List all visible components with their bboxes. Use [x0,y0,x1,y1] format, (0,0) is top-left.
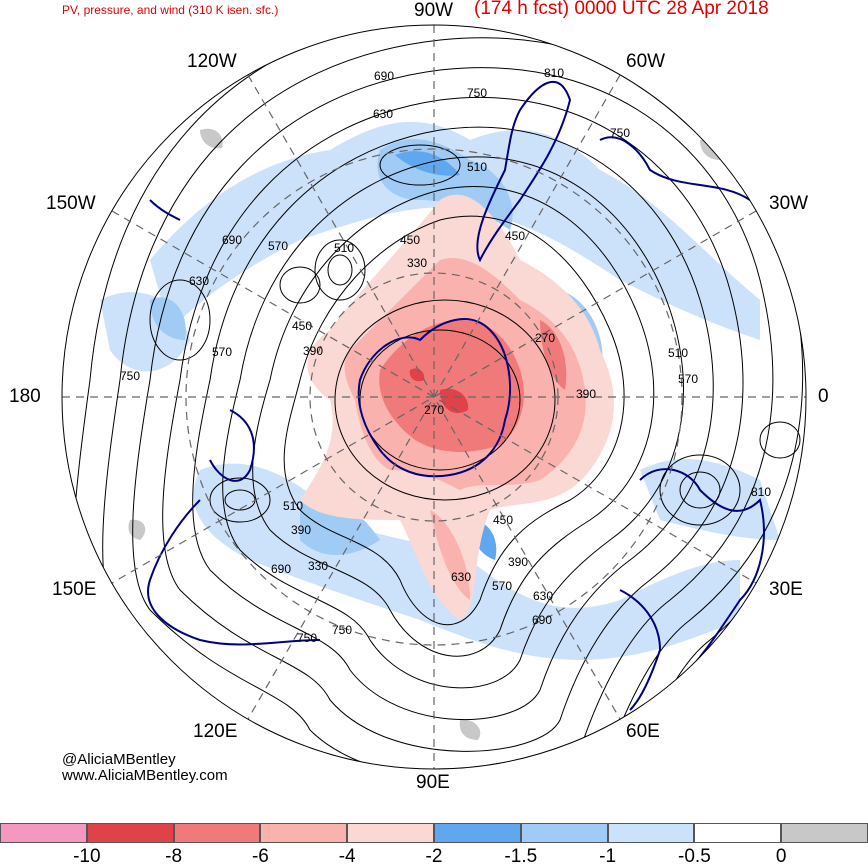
map-title-right: (174 h fcst) 0000 UTC 28 Apr 2018 [474,0,769,19]
contour-label: 630 [373,107,393,121]
contour-label: 390 [508,555,528,569]
colorbar-swatch [86,823,174,843]
contour-label: 810 [751,485,771,499]
colorbar-tick-label: -1.5 [504,846,538,867]
polar-map: 690 750 810 630 750 510 570 450 510 330 … [61,24,807,770]
colorbar-swatch [694,823,782,843]
contour-label: 750 [120,369,140,383]
coastlines [147,80,765,711]
contour-label: 510 [283,499,303,513]
contour-label: 750 [467,86,487,100]
lon-label-150w: 150W [46,193,96,214]
colorbar-swatch [173,823,261,843]
lon-label-30e: 30E [769,579,803,600]
colorbar-swatch [607,823,695,843]
contour-label: 690 [222,233,242,247]
contour-labels: 690 750 810 630 750 510 570 450 510 330 … [120,66,771,645]
pv-colorbar [0,823,868,845]
contour-label: 690 [532,613,552,627]
contour-label: 570 [678,372,698,386]
colorbar-swatch [433,823,521,843]
contour-label: 810 [544,66,564,80]
colorbar-tick-label: -2 [425,846,443,867]
pv-colorbar-ticks: -10 -8 -6 -4 -2 -1.5 -1 -0.5 0 [0,846,868,867]
contour-label: 750 [332,623,352,637]
contour-label: 630 [451,570,471,584]
lon-label-90w: 90W [414,0,454,21]
colorbar-tick-label: -1 [599,846,617,867]
contour-label: 750 [297,631,317,645]
colorbar-tick-label: -0.5 [678,846,711,867]
contour-label: 450 [292,319,312,333]
lon-label-90e: 90E [416,772,450,793]
lon-label-60w: 60W [626,51,666,72]
contour-label: 570 [492,579,512,593]
colorbar-tick-label: -4 [338,846,356,867]
colorbar-tick-label: 0 [775,846,787,867]
lon-label-30w: 30W [769,193,809,214]
contour-label: 510 [467,160,487,174]
credit-website: www.AliciaMBentley.com [62,767,228,784]
contour-label: 450 [493,513,513,527]
colorbar-swatch [347,823,434,843]
contour-label: 570 [212,345,232,359]
contour-label: 630 [189,274,209,288]
colorbar-swatch [260,823,348,843]
contour-label: 270 [535,331,555,345]
lon-label-0: 0 [818,386,829,407]
colorbar-swatch [0,823,87,843]
contour-label: 330 [407,256,427,270]
colorbar-swatch [781,823,868,843]
lon-label-60e: 60E [626,721,660,742]
contour-label: 690 [374,69,394,83]
contour-label: 510 [334,241,354,255]
map-boundary [61,24,807,770]
pv-shading-dark-red [409,368,469,414]
contour-label: 690 [271,562,291,576]
pv-shading-red [379,320,567,452]
contour-label: 570 [268,239,288,253]
colorbar-tick-label: -6 [251,846,269,867]
colorbar-tick-label: -10 [73,846,101,867]
colorbar-tick-label: -8 [165,846,183,867]
lon-label-180: 180 [9,386,41,407]
contour-label: 750 [610,126,630,140]
contour-label: 390 [303,344,323,358]
contour-label: 390 [291,523,311,537]
colorbar-swatch [520,823,608,843]
contour-label: 270 [424,403,444,417]
lon-label-120w: 120W [187,51,237,72]
contour-label: 630 [533,589,553,603]
contour-label: 510 [668,346,688,360]
contour-label: 330 [308,559,328,573]
lon-label-120e: 120E [193,721,238,742]
lon-label-150e: 150E [52,579,97,600]
map-title-left: PV, pressure, and wind (310 K isen. sfc.… [62,3,279,17]
credit-handle: @AliciaMBentley [62,751,176,768]
contour-label: 450 [505,229,525,243]
lat-lon-grid [62,25,806,769]
contour-label: 450 [400,233,420,247]
contour-label: 390 [576,387,596,401]
